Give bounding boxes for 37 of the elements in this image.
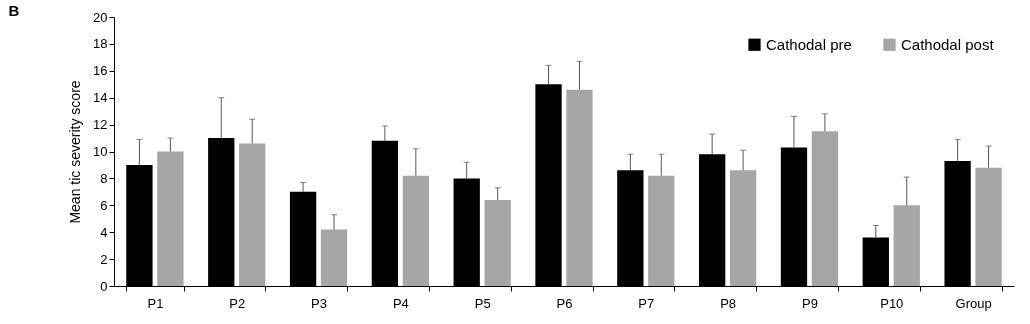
y-tick-label: 0	[100, 278, 108, 294]
x-tick-label: P7	[638, 295, 655, 311]
y-tick-label: 6	[100, 197, 108, 213]
bar	[975, 167, 1002, 286]
bar	[729, 170, 757, 286]
bar	[566, 89, 593, 286]
chart-title: B	[8, 2, 20, 19]
x-tick-label: P6	[556, 295, 573, 311]
y-axis-title: Mean tic severity score	[67, 80, 84, 224]
x-tick-label: P5	[474, 295, 491, 311]
x-tick-label: P9	[802, 295, 818, 311]
y-tick-label: 10	[93, 144, 108, 159]
y-tick-label: 12	[93, 117, 108, 133]
y-tick-label: 16	[93, 63, 108, 79]
x-tick-label: P10	[880, 295, 904, 311]
bar	[239, 143, 266, 286]
x-tick-label: Group	[955, 295, 992, 311]
x-tick-label: P1	[147, 295, 164, 311]
bar	[402, 175, 429, 286]
x-tick-label: P8	[720, 295, 737, 311]
legend-label: Cathodal post	[901, 35, 995, 53]
bar	[320, 229, 348, 286]
x-tick-label: P2	[229, 295, 246, 311]
y-tick-label: 8	[100, 170, 108, 186]
y-tick-label: 20	[93, 9, 108, 25]
y-tick-label: 18	[93, 36, 108, 52]
x-tick-label: P3	[311, 295, 327, 311]
y-tick-label: 2	[100, 251, 108, 267]
bar	[157, 151, 184, 286]
x-tick-label: P4	[392, 295, 409, 311]
bar	[484, 199, 511, 286]
y-tick-label: 4	[100, 224, 108, 240]
legend-label: Cathodal pre	[766, 35, 852, 53]
bar	[893, 205, 920, 286]
bar	[648, 175, 675, 286]
y-tick-label: 14	[93, 90, 108, 106]
bar	[811, 131, 839, 286]
